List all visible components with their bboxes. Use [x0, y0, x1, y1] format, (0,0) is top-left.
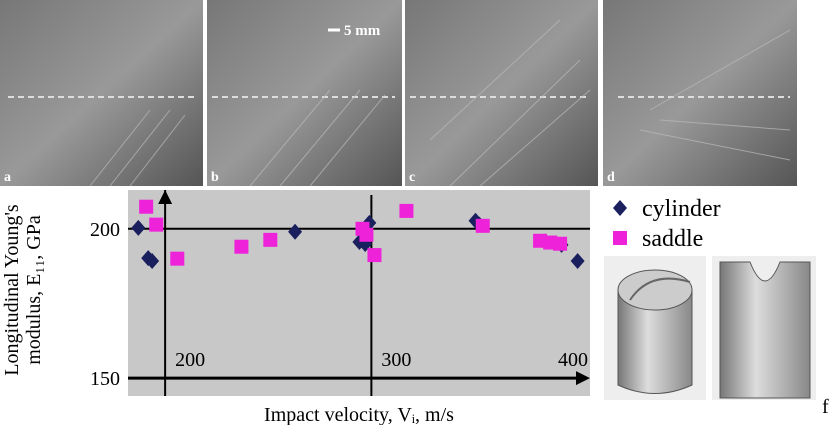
x-tick-label: 400	[558, 349, 588, 371]
scale-label: 5 mm	[344, 23, 381, 39]
x-axis-label: Impact velocity, Vᵢ, m/s	[264, 404, 454, 425]
photo	[405, 0, 598, 186]
legend-label: cylinder	[642, 196, 721, 222]
point	[399, 203, 414, 218]
photo-strip	[0, 0, 797, 187]
legend-marker	[613, 200, 627, 216]
y-axis-label: Longitudinal Young's	[1, 204, 23, 376]
point	[149, 217, 164, 232]
point	[553, 236, 568, 251]
panel-label: a	[4, 170, 11, 185]
arrow	[158, 190, 173, 204]
y-tick-label: 200	[90, 219, 120, 241]
panel-label: b	[211, 170, 219, 185]
point	[131, 219, 146, 236]
photo	[0, 0, 203, 186]
y-tick-label: 150	[90, 368, 120, 390]
point	[367, 248, 382, 263]
point	[263, 232, 278, 247]
point	[145, 253, 160, 270]
legend-marker	[613, 231, 627, 245]
models-label: f	[822, 396, 829, 418]
point	[288, 223, 303, 240]
y-axis-label: modulus, E₁₁, GPa	[23, 215, 45, 365]
panel-label: d	[607, 170, 615, 185]
point	[359, 227, 374, 242]
x-tick-label: 200	[175, 349, 205, 371]
photo	[603, 0, 797, 186]
point	[570, 253, 585, 270]
panel-label: c	[409, 170, 415, 185]
legend-label: saddle	[642, 226, 703, 252]
arrow	[576, 371, 590, 386]
point	[139, 199, 154, 214]
point	[475, 218, 490, 233]
x-tick-label: 300	[381, 349, 411, 371]
models	[604, 256, 816, 400]
point	[170, 251, 185, 266]
photo	[207, 0, 402, 186]
point	[234, 239, 249, 254]
